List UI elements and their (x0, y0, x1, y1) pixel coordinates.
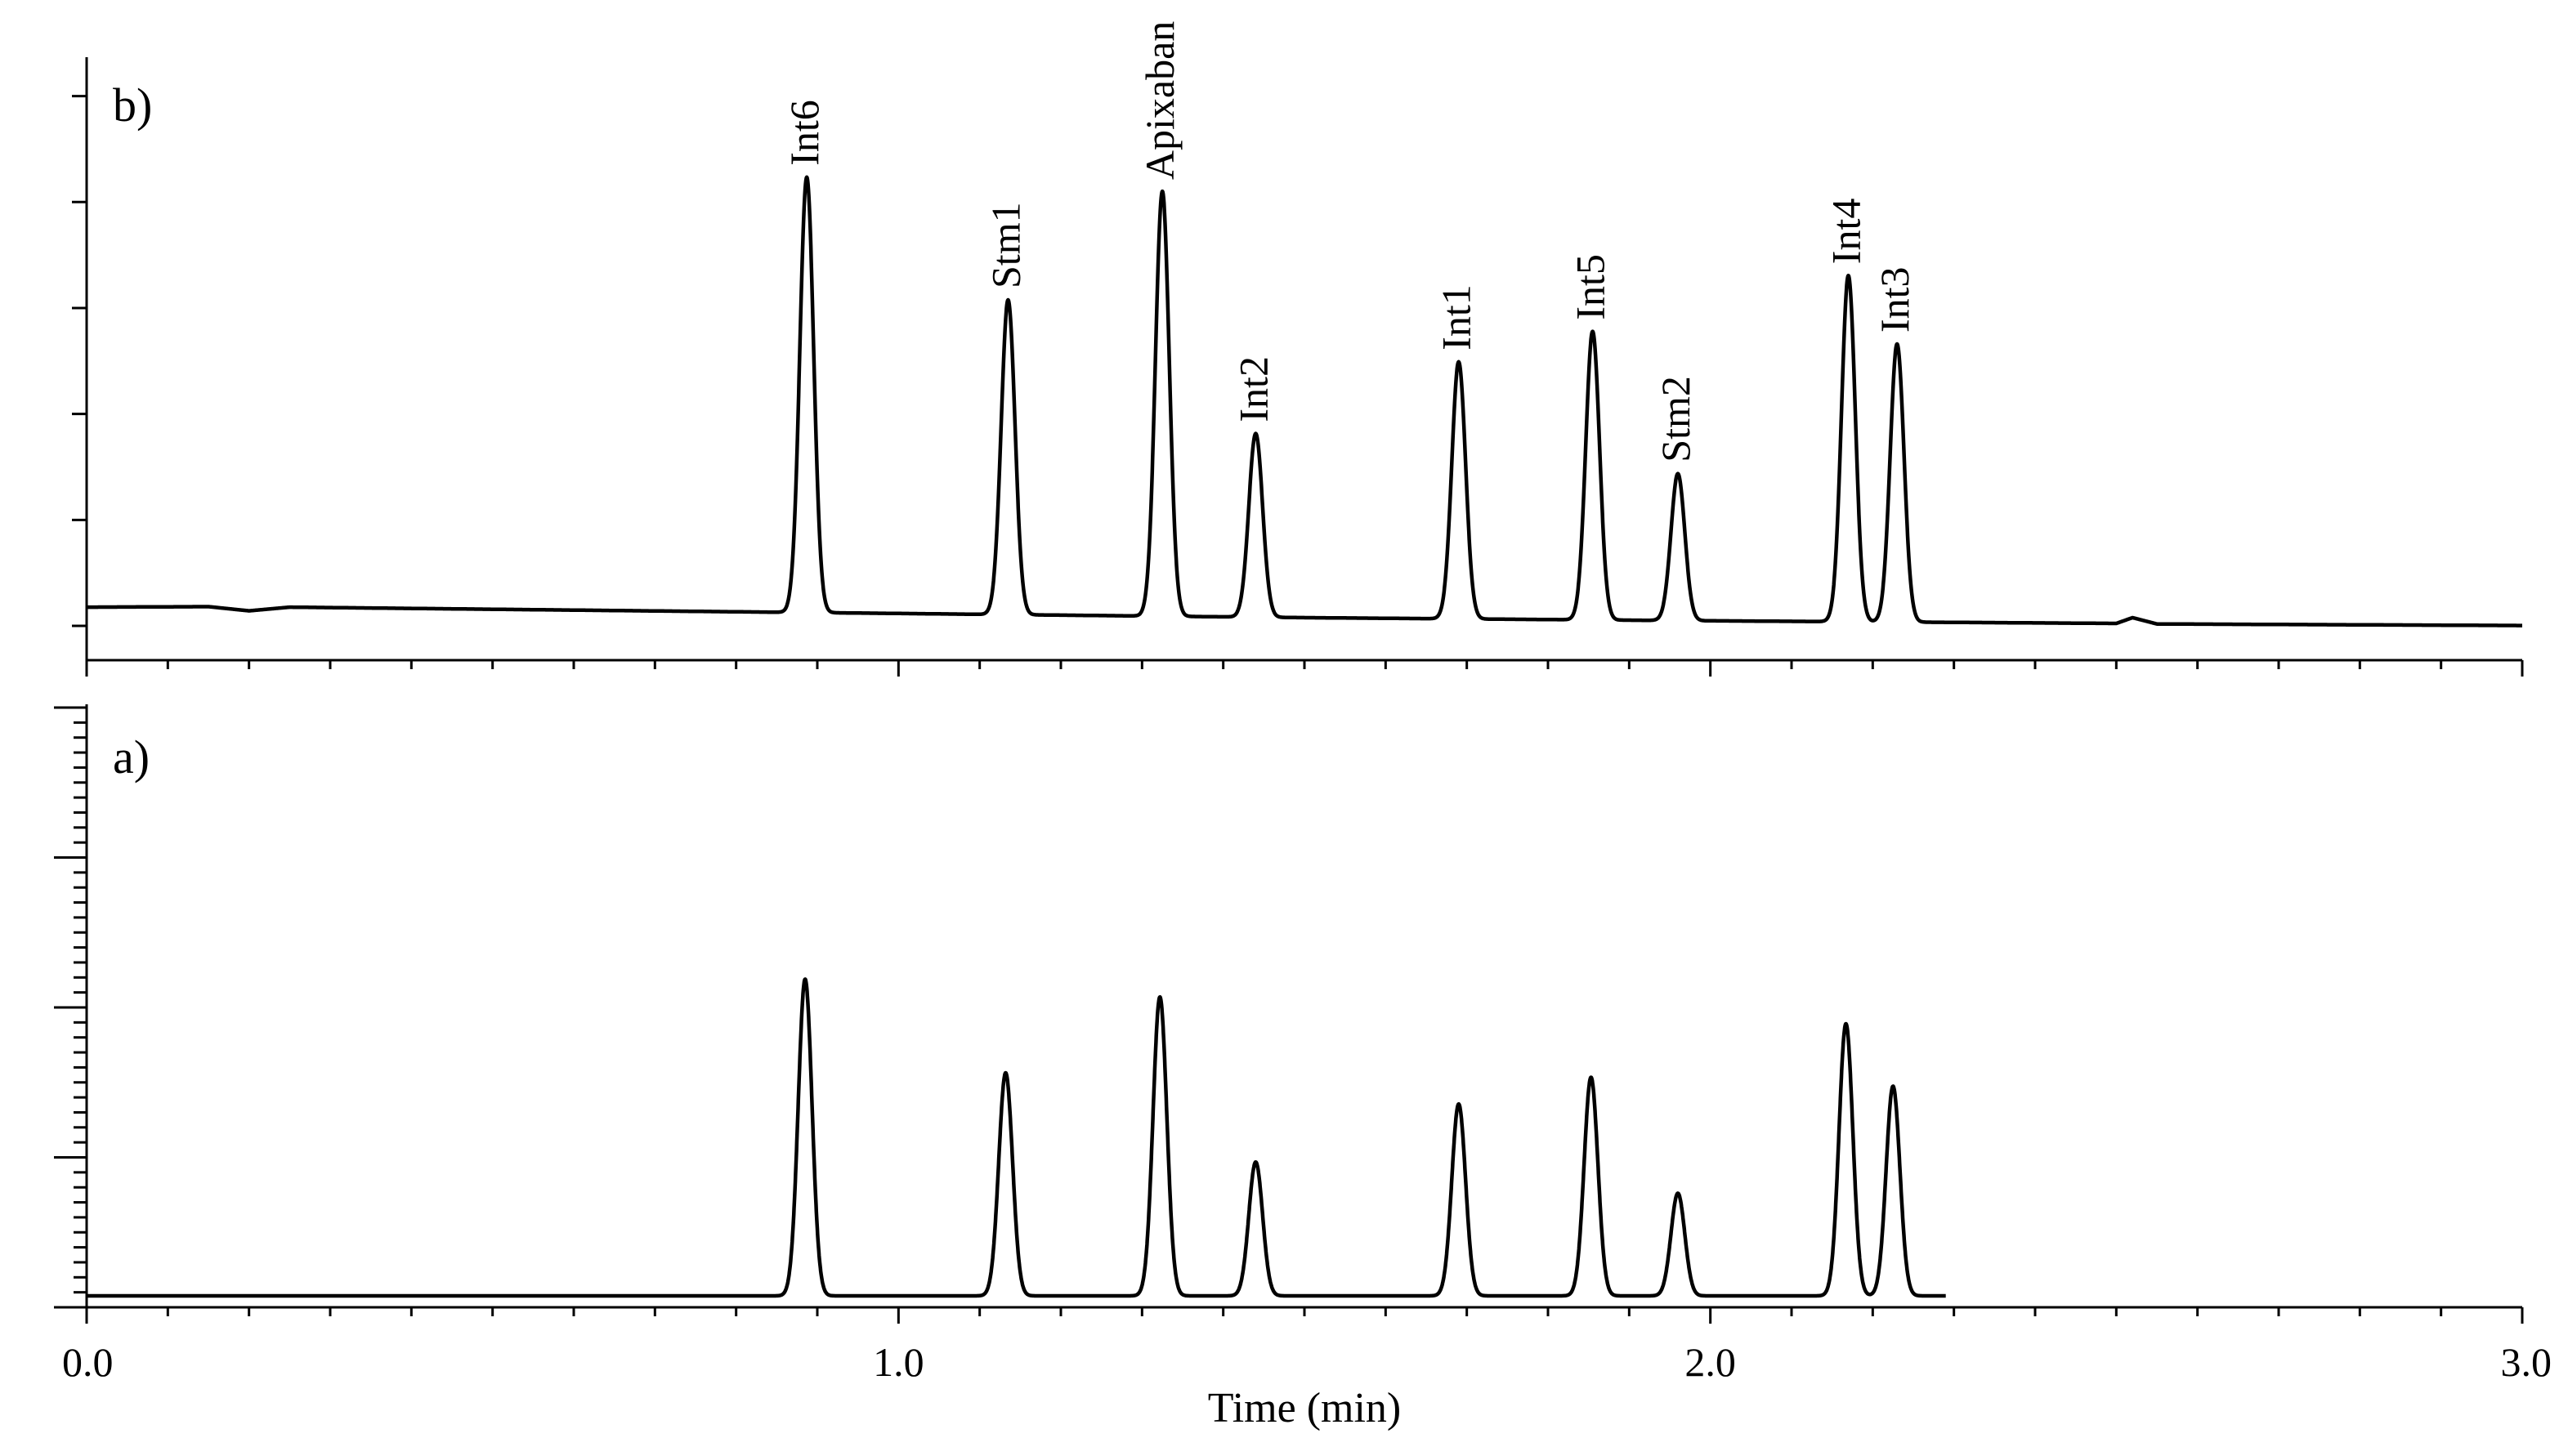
panel-a-x-ticks (85, 1307, 2524, 1324)
x-axis-title: Time (min) (1208, 1385, 1401, 1431)
panel-a-y-ticks (54, 706, 87, 1309)
peak-label: Apixaban (1137, 21, 1183, 180)
x-tick-label: 3.0 (2501, 1339, 2552, 1385)
panel-b-trace (85, 175, 2524, 628)
x-tick-label: 1.0 (873, 1339, 924, 1385)
peak-label: Int6 (781, 100, 827, 166)
peak-label: Int1 (1434, 284, 1479, 351)
peak-label: Int2 (1230, 356, 1276, 422)
panel-a-label: a) (113, 730, 150, 784)
x-tick-labels: 0.0 1.0 2.0 3.0 (62, 1339, 2552, 1385)
peak-label: Int5 (1568, 254, 1613, 320)
peak-label: Stm1 (982, 202, 1028, 288)
x-tick-label: 2.0 (1684, 1339, 1736, 1385)
panel-b-y-ticks (72, 95, 87, 628)
peak-label: Int3 (1872, 266, 1917, 333)
panel-b: Int6 Stm1 Apixaban Int2 Int1 Int5 Stm2 Int4Int3… (72, 21, 2524, 677)
panel-a: a) 0.0 1.0 2.0 3.0 Time (min) (54, 704, 2552, 1431)
peak-label: Int4 (1823, 199, 1869, 265)
panel-b-x-ticks (85, 660, 2524, 677)
panel-a-trace (85, 977, 1948, 1298)
x-tick-label: 0.0 (62, 1339, 114, 1385)
peak-label: Stm2 (1653, 376, 1698, 462)
panel-b-label: b) (113, 78, 152, 132)
